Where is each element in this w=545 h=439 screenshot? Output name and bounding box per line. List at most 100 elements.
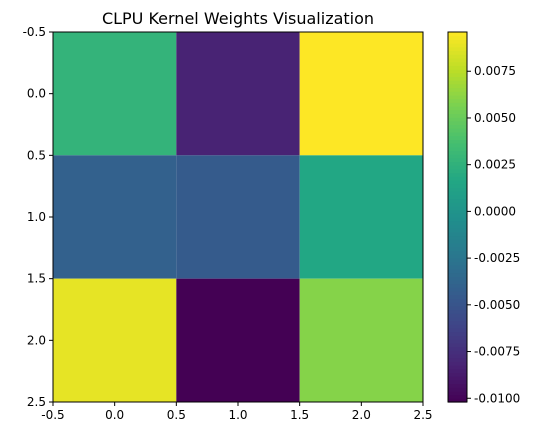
colorbar-tick-label: -0.0075 [474, 345, 520, 359]
colorbar-segment [448, 194, 467, 200]
colorbar-segment [448, 117, 467, 122]
y-tick-label: 1.5 [27, 272, 46, 286]
colorbar-segment [448, 239, 467, 244]
colorbar-segment [448, 224, 467, 229]
heatmap-cell [299, 278, 423, 402]
colorbar-segment [448, 172, 467, 177]
heatmap-cell [53, 278, 177, 402]
colorbar-segment [448, 76, 467, 81]
colorbar-segment [448, 316, 467, 322]
x-tick-label: 2.0 [352, 408, 371, 422]
colorbar-segment [448, 294, 467, 299]
y-axis: -0.5 0.0 0.5 1.0 1.5 2.0 2.5 [23, 25, 53, 409]
colorbar-segment [448, 383, 467, 388]
x-tick-label: 0.5 [167, 408, 186, 422]
y-tick-label: 0.0 [27, 87, 46, 101]
colorbar-segment [448, 143, 467, 148]
colorbar-segment [448, 146, 467, 151]
colorbar-segment [448, 339, 467, 344]
colorbar-segment [448, 213, 467, 218]
colorbar-segment [448, 128, 467, 133]
colorbar-segment [448, 265, 467, 270]
colorbar-segment [448, 87, 467, 92]
colorbar-segment [448, 209, 467, 214]
colorbar-segment [448, 398, 467, 403]
colorbar-segment [448, 328, 467, 333]
colorbar-segment [448, 165, 467, 170]
colorbar-tick-label: 0.0050 [474, 111, 516, 125]
x-tick-label: 2.5 [413, 408, 432, 422]
colorbar-segment [448, 154, 467, 159]
colorbar-segment [448, 176, 467, 181]
colorbar: -0.0100 -0.0075 -0.0050 -0.0025 0.0000 0.0025… [447, 31, 520, 405]
heatmap-cell [299, 155, 423, 279]
colorbar-segment [448, 32, 467, 37]
colorbar-segment [448, 254, 467, 259]
colorbar-segment [448, 157, 467, 163]
colorbar-segment [448, 43, 467, 48]
x-tick-label: 1.5 [290, 408, 309, 422]
colorbar-segment [448, 276, 467, 281]
heatmap-cell [176, 278, 300, 402]
colorbar-segment [448, 268, 467, 274]
colorbar-segment [448, 387, 467, 392]
colorbar-segment [448, 335, 467, 340]
colorbar-tick-label: 0.0000 [474, 204, 516, 218]
colorbar-segment [448, 309, 467, 314]
x-tick-label: -0.5 [41, 408, 64, 422]
colorbar-segment [448, 235, 467, 240]
colorbar-segment [448, 272, 467, 277]
colorbar-segment [448, 361, 467, 366]
colorbar-segment [448, 346, 467, 351]
colorbar-segment [448, 250, 467, 255]
colorbar-segment [448, 124, 467, 129]
heatmap-cells [53, 32, 423, 402]
heatmap-cell [176, 155, 300, 279]
colorbar-segment [448, 379, 467, 385]
colorbar-frame [447, 31, 468, 403]
colorbar-segment [448, 320, 467, 325]
y-tick-label: 2.0 [27, 333, 46, 347]
colorbar-segment [448, 242, 467, 248]
colorbar-segment [448, 287, 467, 292]
colorbar-segment [448, 228, 467, 233]
y-tick-label: 1.0 [27, 210, 46, 224]
colorbar-segment [448, 302, 467, 307]
colorbar-tick-label: -0.0025 [474, 251, 520, 265]
colorbar-segment [448, 106, 467, 111]
colorbar-segment [448, 372, 467, 377]
colorbar-segment [448, 394, 467, 399]
colorbar-segment [448, 69, 467, 74]
colorbar-segment [448, 305, 467, 311]
colorbar-segment [448, 291, 467, 296]
heatmap-cell [176, 32, 300, 156]
colorbar-segment [448, 331, 467, 336]
colorbar-segment [448, 46, 467, 52]
colorbar-segment [448, 135, 467, 140]
colorbar-segment [448, 298, 467, 303]
colorbar-segment [448, 246, 467, 251]
colorbar-segment [448, 94, 467, 100]
colorbar-segment [448, 365, 467, 370]
colorbar-segment [448, 353, 467, 359]
colorbar-segment [448, 231, 467, 237]
colorbar-segment [448, 342, 467, 348]
y-tick-label: 0.5 [27, 148, 46, 162]
colorbar-segment [448, 187, 467, 192]
colorbar-segment [448, 161, 467, 166]
x-tick-label: 1.0 [228, 408, 247, 422]
colorbar-segment [448, 357, 467, 362]
colorbar-segment [448, 83, 467, 89]
colorbar-tick-label: 0.0025 [474, 158, 516, 172]
colorbar-segment [448, 205, 467, 211]
colorbar-segment [448, 368, 467, 373]
colorbar-segment [448, 350, 467, 355]
colorbar-segment [448, 57, 467, 63]
colorbar-segment [448, 180, 467, 185]
colorbar-segment [448, 202, 467, 207]
colorbar-segment [448, 109, 467, 114]
colorbar-tick-label: -0.0100 [474, 391, 520, 405]
colorbar-segment [448, 54, 467, 59]
